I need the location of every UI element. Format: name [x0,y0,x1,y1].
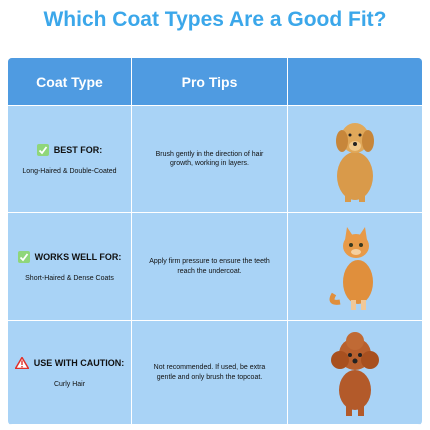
label-text: BEST FOR: [53,144,103,155]
label-text: USE WITH CAUTION: [33,358,125,368]
row-label: WORKS WELL FOR: [17,251,122,263]
check-icon [36,143,49,156]
coat-cell: WORKS WELL FOR: Short-Haired & Dense Coat… [8,213,132,321]
coat-type: Long-Haired & Double-Coated [22,167,117,175]
coat-type: Short-Haired & Dense Coats [25,275,114,282]
column-header: Pro Tips [132,58,288,106]
image-cell [288,213,422,321]
row-label: USE WITH CAUTION: [14,357,125,369]
cat-image [329,226,373,310]
pro-tip: Apply firm pressure to ensure the teeth … [149,258,270,275]
dog-image [336,123,374,202]
label-text: WORKS WELL FOR: [34,252,122,262]
tip-cell: Apply firm pressure to ensure the teeth … [132,213,288,321]
pro-tip: Not recommended. If used, be extra gentl… [153,364,266,381]
check-icon [17,251,30,263]
tip-cell: Not recommended. If used, be extra gentl… [132,321,288,425]
poodle-image [331,331,379,416]
coat-type: Curly Hair [53,381,86,388]
column-header: Coat Type [8,58,132,106]
warning-icon [14,357,29,369]
pro-tip: Brush gently in the direction of hair gr… [155,150,264,167]
table: Coat Type Pro Tips BEST FOR: Long-Haired … [8,58,422,425]
title: Which Coat Types Are a Good Fit? [43,8,387,31]
column-header [288,58,422,106]
image-cell [288,106,422,213]
image-cell [288,321,422,425]
row-label: BEST FOR: [36,143,103,156]
tip-cell: Brush gently in the direction of hair gr… [132,106,288,213]
coat-cell: BEST FOR: Long-Haired & Double-Coated [8,106,132,213]
coat-cell: USE WITH CAUTION: Curly Hair [8,321,132,425]
